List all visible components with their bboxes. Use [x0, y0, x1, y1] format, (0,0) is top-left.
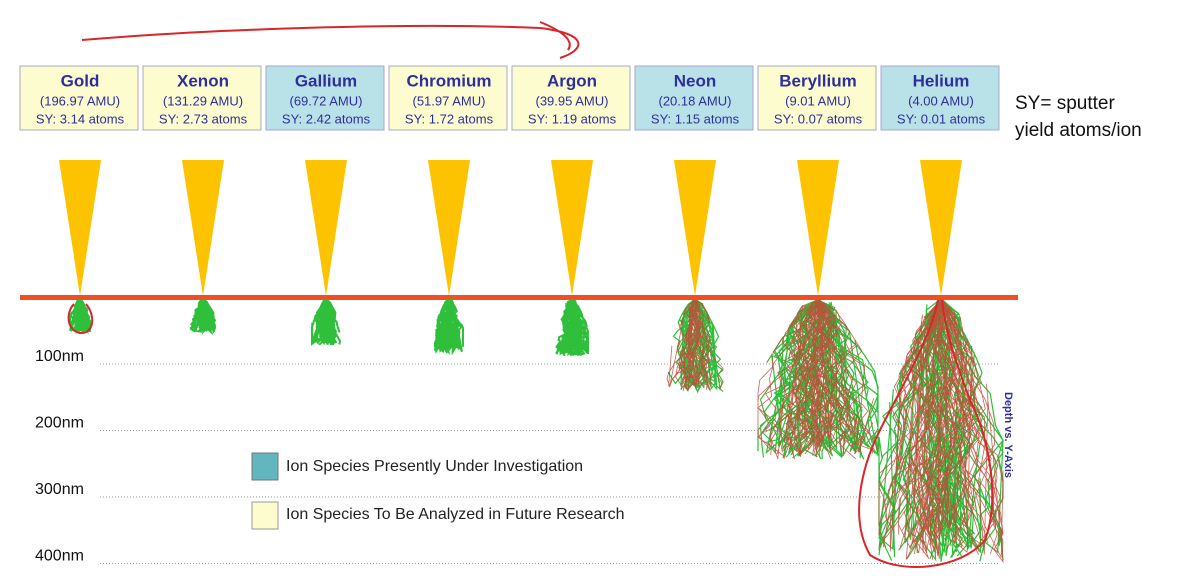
cascade: [189, 299, 217, 336]
ion-name: Helium: [913, 71, 970, 90]
ion-yield: SY: 1.72 atoms: [405, 111, 494, 126]
cascade: [310, 299, 342, 347]
legend-label: Ion Species Presently Under Investigatio…: [286, 458, 583, 475]
depth-label: 200nm: [35, 415, 84, 432]
surface-line: [20, 295, 1018, 300]
ion-name: Chromium: [407, 71, 492, 90]
ion-box: [142, 65, 262, 131]
depth-scale: 100nm 200nm 300nm 400nm: [35, 348, 1000, 565]
depth-label: 100nm: [35, 348, 84, 365]
ion-box: [19, 65, 139, 131]
depth-label: 400nm: [35, 548, 84, 565]
ion-beam: [797, 160, 839, 296]
ion-name: Argon: [547, 71, 597, 90]
ion-mass: (39.95 AMU): [536, 93, 609, 108]
ion-beam: [551, 160, 593, 296]
cascades: [68, 296, 1004, 564]
note: SY= sputter: [1015, 93, 1115, 114]
cascade-red: [757, 299, 879, 460]
ion-name: Beryllium: [779, 71, 856, 90]
axis-label: Depth vs. Y-Axis: [1002, 392, 1014, 478]
legend-label: Ion Species To Be Analyzed in Future Res…: [286, 506, 625, 523]
ion-box: [880, 65, 1000, 131]
ion-beam: [182, 160, 224, 296]
ion-box: [265, 65, 385, 131]
depth-label: 300nm: [35, 481, 84, 498]
ion-beam: [674, 160, 716, 296]
ion-beam: [428, 160, 470, 296]
cascade: [555, 299, 590, 357]
annotation-arrow: [81, 21, 580, 59]
ion-box: [511, 65, 631, 131]
ion-mass: (4.00 AMU): [908, 93, 974, 108]
ion-beam: [59, 160, 101, 296]
annotation-outline: [67, 303, 94, 335]
ion-mass: (20.18 AMU): [659, 93, 732, 108]
ion-yield: SY: 0.07 atoms: [774, 111, 863, 126]
ion-yield: SY: 1.19 atoms: [528, 111, 617, 126]
ion-mass: (69.72 AMU): [290, 93, 363, 108]
ion-beam: [920, 160, 962, 296]
ion-yield: SY: 2.73 atoms: [159, 111, 248, 126]
ion-box: [388, 65, 508, 131]
ion-mass: (131.29 AMU): [163, 93, 243, 108]
annotation-outline: [858, 299, 994, 568]
ion-name: Gallium: [295, 71, 357, 90]
cascade: [68, 298, 92, 335]
ion-mass: (196.97 AMU): [40, 93, 120, 108]
legend-swatch-future: [251, 501, 279, 530]
ion-name: Gold: [61, 71, 100, 90]
ion-yield: SY: 1.15 atoms: [651, 111, 740, 126]
ion-beam: [305, 160, 347, 296]
cascade: [434, 296, 464, 356]
ion-box: [634, 65, 754, 131]
cascade-red: [666, 299, 724, 392]
note: yield atoms/ion: [1015, 120, 1142, 141]
ion-box: [757, 65, 877, 131]
legend-swatch-current: [251, 452, 279, 481]
ion-mass: (9.01 AMU): [785, 93, 851, 108]
ion-yield: SY: 2.42 atoms: [282, 111, 371, 126]
cascade-red: [878, 299, 1004, 564]
ion-name: Neon: [674, 71, 717, 90]
ion-yield: SY: 3.14 atoms: [36, 111, 125, 126]
ion-list: Gold (196.97 AMU) SY: 3.14 atoms Xenon (131.…: [19, 65, 1000, 296]
ion-mass: (51.97 AMU): [413, 93, 486, 108]
ion-yield: SY: 0.01 atoms: [897, 111, 986, 126]
ion-name: Xenon: [177, 71, 229, 90]
